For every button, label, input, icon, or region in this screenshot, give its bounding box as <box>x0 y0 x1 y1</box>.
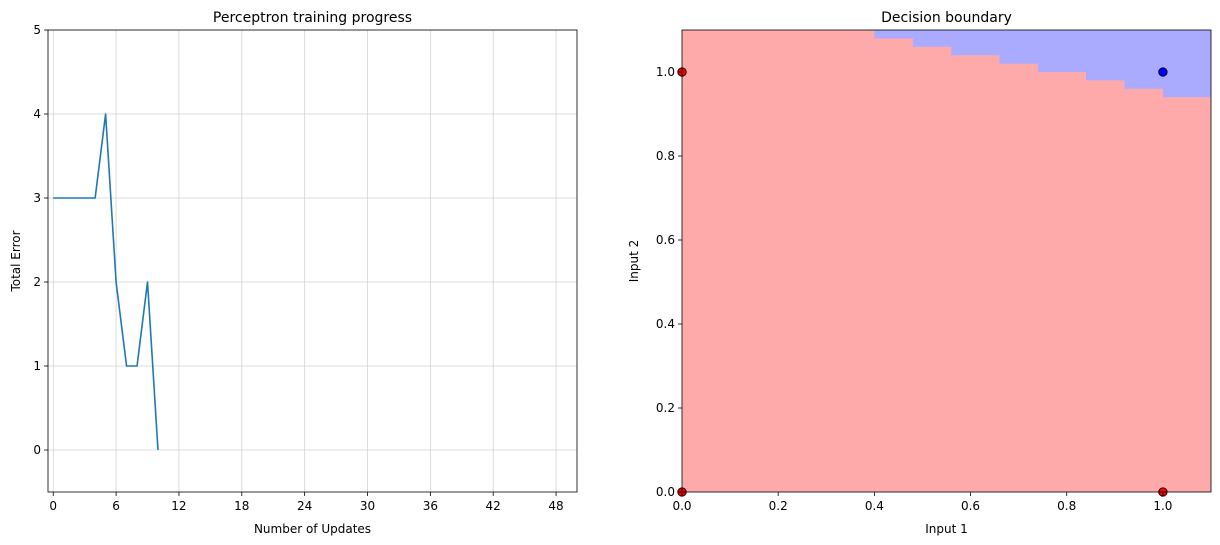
y-tick-label: 0.8 <box>656 149 675 163</box>
y-tick-label: 4 <box>33 107 41 121</box>
x-tick-label: 42 <box>486 499 501 513</box>
x-tick-label: 36 <box>423 499 438 513</box>
x-tick-label: 0.0 <box>672 499 691 513</box>
x-tick-label: 18 <box>234 499 249 513</box>
y-axis-label: Total Error <box>9 230 23 292</box>
grid <box>48 29 577 492</box>
y-tick-label: 0.6 <box>656 233 675 247</box>
x-axis-label: Number of Updates <box>254 522 371 536</box>
y-ticks: 0 1 2 3 4 5 <box>33 23 48 457</box>
x-tick-label: 0 <box>49 499 57 513</box>
y-tick-label: 3 <box>33 191 41 205</box>
x-ticks: 0.0 0.2 0.4 0.6 0.8 1.0 <box>672 492 1172 513</box>
y-tick-label: 2 <box>33 275 41 289</box>
x-tick-label: 1.0 <box>1153 499 1172 513</box>
region-class-1 <box>682 30 1211 106</box>
y-ticks: 0.0 0.2 0.4 0.6 0.8 1.0 <box>656 65 682 499</box>
y-axis-label: Input 2 <box>627 240 641 283</box>
x-tick-label: 30 <box>360 499 375 513</box>
y-tick-label: 0.0 <box>656 485 675 499</box>
x-tick-label: 0.4 <box>865 499 884 513</box>
x-tick-label: 12 <box>171 499 186 513</box>
y-tick-label: 1.0 <box>656 65 675 79</box>
x-tick-label: 0.2 <box>769 499 788 513</box>
plot-frame <box>681 29 1212 493</box>
x-ticks: 0 6 12 18 24 30 36 42 48 <box>49 492 564 513</box>
error-series <box>53 113 159 451</box>
x-tick-label: 48 <box>548 499 563 513</box>
x-axis-label: Input 1 <box>925 522 968 536</box>
plot-frame <box>47 29 578 493</box>
chart-title: Perceptron training progress <box>213 10 412 26</box>
x-tick-label: 6 <box>112 499 120 513</box>
decision-regions <box>682 30 1211 492</box>
chart-title: Decision boundary <box>881 10 1012 26</box>
y-tick-label: 5 <box>33 23 41 37</box>
y-tick-label: 1 <box>33 359 41 373</box>
y-tick-label: 0.4 <box>656 317 675 331</box>
x-tick-label: 24 <box>297 499 312 513</box>
data-point-class-1 <box>1158 67 1168 77</box>
region-class-0 <box>682 30 1211 492</box>
x-tick-label: 0.6 <box>961 499 980 513</box>
x-tick-label: 0.8 <box>1057 499 1076 513</box>
error-line <box>53 113 159 451</box>
y-tick-label: 0 <box>33 443 41 457</box>
y-tick-label: 0.2 <box>656 401 675 415</box>
decision-boundary-chart: 0.0 0.2 0.4 0.6 0.8 1.0 0.0 0.2 0.4 0.6 0.8 1.0 De… <box>627 10 1212 536</box>
